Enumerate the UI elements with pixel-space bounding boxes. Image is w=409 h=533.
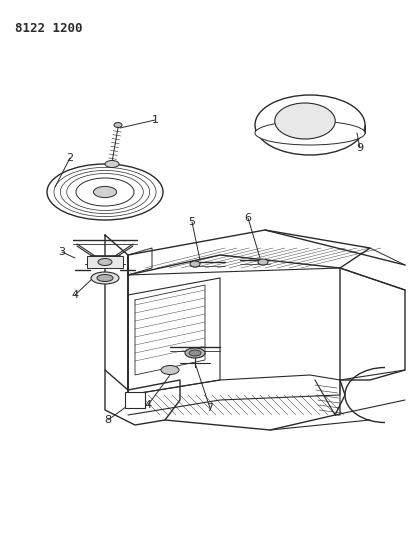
Ellipse shape xyxy=(105,160,119,167)
Text: 9: 9 xyxy=(355,143,363,153)
Ellipse shape xyxy=(184,348,204,358)
Ellipse shape xyxy=(97,274,113,281)
Text: 8122 1200: 8122 1200 xyxy=(15,22,82,35)
Text: 3: 3 xyxy=(58,247,65,257)
Ellipse shape xyxy=(254,121,364,145)
Text: 4: 4 xyxy=(144,400,151,410)
Text: 8: 8 xyxy=(104,415,111,425)
Text: 1: 1 xyxy=(151,115,158,125)
Text: 7: 7 xyxy=(206,403,213,413)
Ellipse shape xyxy=(93,187,116,198)
Text: 6: 6 xyxy=(244,213,251,223)
Ellipse shape xyxy=(161,366,179,375)
Text: 5: 5 xyxy=(188,217,195,227)
FancyBboxPatch shape xyxy=(87,256,123,268)
Ellipse shape xyxy=(189,350,200,356)
Text: 2: 2 xyxy=(66,153,73,163)
Ellipse shape xyxy=(189,261,200,267)
Bar xyxy=(125,392,145,408)
Ellipse shape xyxy=(254,95,364,155)
Ellipse shape xyxy=(91,272,119,284)
Ellipse shape xyxy=(257,259,267,265)
Ellipse shape xyxy=(98,259,112,265)
Ellipse shape xyxy=(114,123,122,127)
Ellipse shape xyxy=(274,103,335,139)
Text: 4: 4 xyxy=(71,290,79,300)
Ellipse shape xyxy=(76,178,134,206)
Ellipse shape xyxy=(47,164,163,220)
